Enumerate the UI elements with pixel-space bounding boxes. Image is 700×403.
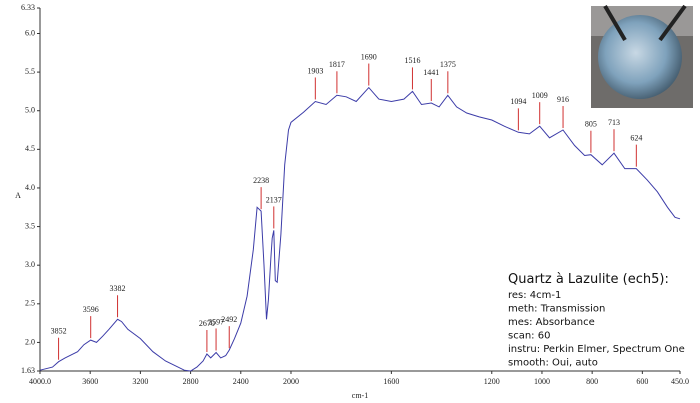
peak-label: 2492: [221, 315, 237, 324]
peak-label: 1817: [329, 60, 345, 69]
peak-label: 713: [608, 118, 620, 127]
x-tick-label: 2800: [183, 377, 199, 386]
peak-label: 1903: [307, 66, 323, 75]
y-tick-label: 1.63: [21, 366, 35, 375]
peak-label: 2670: [199, 319, 215, 328]
peak-label: 805: [585, 120, 597, 129]
peak-label: 3596: [83, 305, 99, 314]
x-axis-label: cm-1: [352, 391, 368, 400]
y-tick-label: 6.0: [25, 28, 35, 37]
y-tick-label: 5.0: [25, 106, 35, 115]
peak-label: 2597: [208, 317, 224, 326]
x-tick-label: 1600: [383, 377, 399, 386]
peak-label: 2238: [253, 176, 269, 185]
x-tick-label: 3200: [132, 377, 148, 386]
peak-label: 624: [630, 133, 642, 142]
y-tick-label: 2.0: [25, 337, 35, 346]
x-tick-label: 2400: [233, 377, 249, 386]
x-tick-label: 600: [636, 377, 648, 386]
peak-label: 1690: [361, 52, 377, 61]
y-tick-label: 4.5: [25, 144, 35, 153]
info-line: instru: Perkin Elmer, Spectrum One: [508, 344, 685, 355]
peak-label: 3852: [51, 327, 67, 336]
y-tick-label: 3.5: [25, 221, 35, 230]
peak-label: 2137: [266, 195, 282, 204]
x-tick-label: 1200: [484, 377, 500, 386]
x-tick-label: 4000.0: [29, 377, 51, 386]
peak-label: 1094: [510, 97, 526, 106]
y-tick-label: 5.5: [25, 67, 35, 76]
x-tick-label: 2000: [283, 377, 299, 386]
peak-label: 1441: [423, 68, 439, 77]
y-tick-label: 4.0: [25, 183, 35, 192]
y-axis-label: A: [15, 191, 21, 200]
peak-label: 1375: [440, 60, 456, 69]
info-line: res: 4cm-1: [508, 290, 561, 301]
info-title: Quartz à Lazulite (ech5):: [508, 272, 669, 287]
peak-label: 3382: [110, 284, 126, 293]
peak-label: 1516: [404, 56, 420, 65]
info-line: smooth: Oui, auto: [508, 358, 598, 369]
info-line: scan: 60: [508, 331, 550, 342]
info-line: meth: Transmission: [508, 304, 605, 315]
photo: [591, 4, 693, 108]
peak-label: 1009: [532, 91, 548, 100]
y-tick-label: 3.0: [25, 260, 35, 269]
info-line: mes: Absorbance: [508, 317, 595, 328]
x-tick-label: 1000: [534, 377, 550, 386]
x-tick-label: 800: [586, 377, 598, 386]
peak-label: 916: [557, 95, 569, 104]
y-tick-label: 2.5: [25, 299, 35, 308]
x-tick-label: 450.0: [671, 377, 689, 386]
x-tick-label: 3600: [82, 377, 98, 386]
spectrum-line: [39, 86, 681, 372]
y-tick-label: 6.33: [21, 3, 35, 12]
